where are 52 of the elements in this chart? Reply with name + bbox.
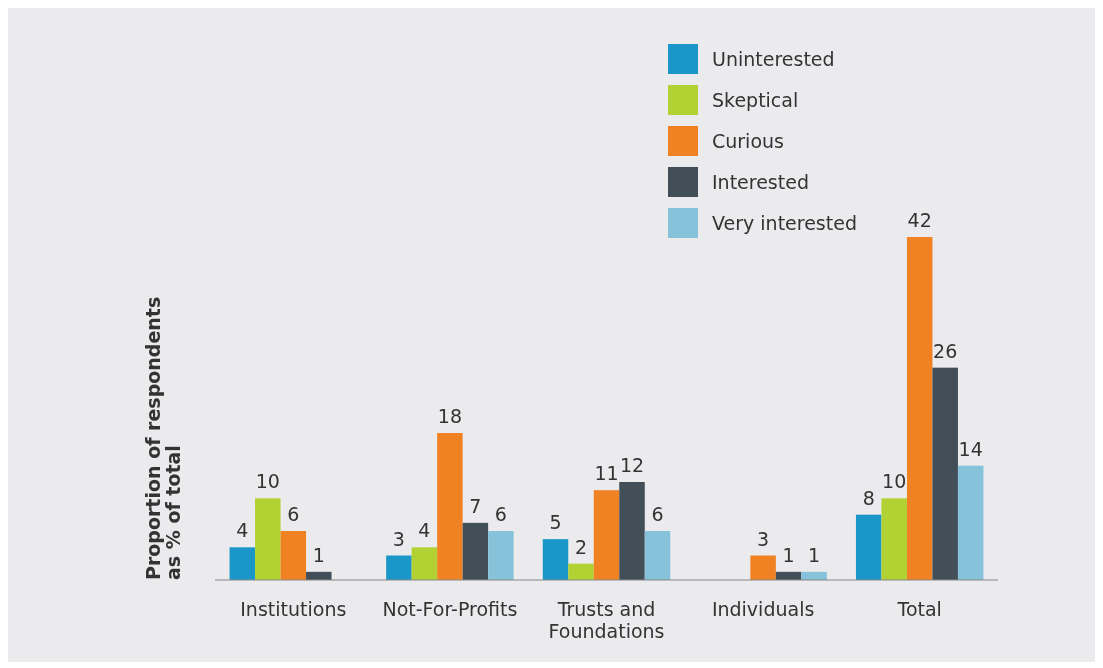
- bar: [386, 555, 412, 580]
- data-label: 14: [958, 437, 983, 460]
- bar: [280, 531, 307, 580]
- data-label: 2: [574, 535, 588, 558]
- data-label: 1: [312, 543, 325, 566]
- bar: [750, 555, 776, 580]
- data-label: 1: [808, 543, 821, 566]
- data-label: 10: [255, 470, 280, 493]
- data-label: 8: [862, 486, 875, 509]
- bar: [957, 465, 984, 580]
- data-label: 3: [392, 527, 405, 550]
- legend-label: Uninterested: [712, 48, 835, 70]
- data-label: 6: [651, 503, 664, 525]
- data-label: 18: [437, 405, 462, 427]
- x-tick-label: Individuals: [711, 598, 815, 620]
- data-label: 4: [418, 519, 431, 542]
- data-label: 6: [287, 503, 300, 525]
- bar: [593, 490, 620, 580]
- x-tick-label: Trusts and Foundations: [548, 598, 665, 642]
- bar: [437, 433, 463, 580]
- bar: [462, 522, 489, 580]
- data-label: 3: [757, 527, 770, 550]
- x-tick-label: Not-For-Profits: [382, 598, 518, 620]
- y-axis-title: Proportion of respondents as % of total: [142, 296, 184, 580]
- legend-label: Skeptical: [712, 89, 799, 111]
- bar: [542, 539, 569, 580]
- legend-label: Interested: [712, 171, 809, 193]
- data-label: 1: [782, 543, 795, 566]
- data-label: 6: [494, 503, 507, 525]
- bar: [255, 498, 281, 580]
- legend-label: Very interested: [712, 212, 857, 234]
- bar: [619, 482, 645, 580]
- bar: [488, 531, 514, 580]
- data-label: 4: [236, 519, 249, 542]
- data-label: 7: [469, 494, 482, 517]
- data-label: 42: [907, 209, 932, 231]
- bar: [906, 237, 933, 580]
- bar: [932, 367, 958, 580]
- bar: [411, 547, 438, 580]
- bar: [855, 514, 882, 580]
- data-label: 26: [933, 339, 958, 362]
- legend-label: Curious: [712, 130, 784, 152]
- data-label: 10: [882, 470, 907, 493]
- bar: [644, 531, 671, 580]
- x-tick-label: Total: [896, 598, 942, 620]
- bar: [568, 563, 594, 580]
- data-label: 12: [619, 454, 645, 476]
- data-label: 5: [549, 511, 562, 534]
- bar: [881, 498, 907, 580]
- bar: [229, 547, 256, 580]
- data-label: 11: [594, 462, 619, 485]
- x-tick-label: Institutions: [240, 598, 347, 620]
